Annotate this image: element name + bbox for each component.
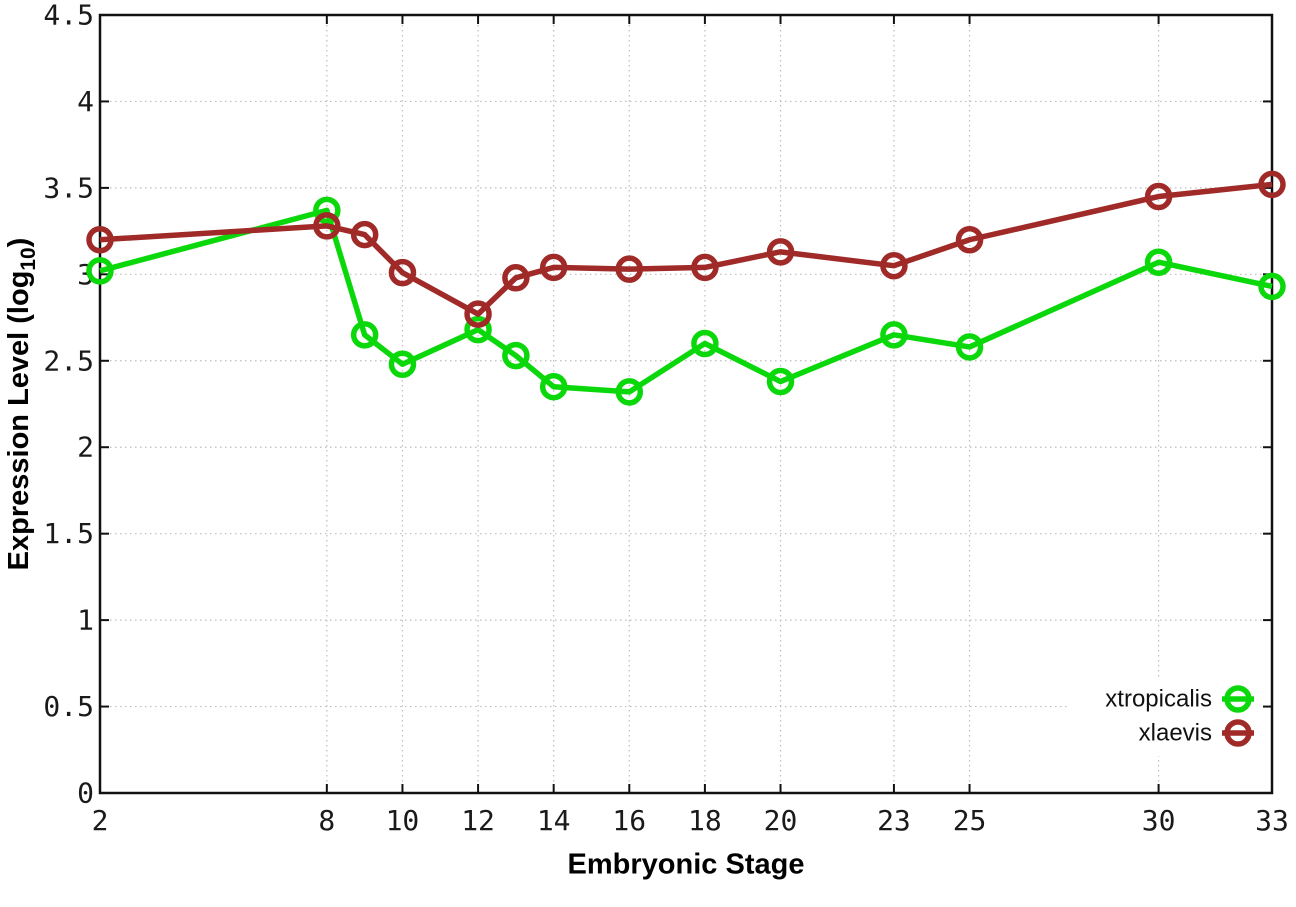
x-tick-label-30: 30 xyxy=(1142,804,1176,837)
x-axis-title: Embryonic Stage xyxy=(567,848,805,881)
legend-marker-xlaevis xyxy=(1224,719,1252,747)
y-tick-label-4.5: 4.5 xyxy=(43,0,94,32)
y-tick-label-1: 1 xyxy=(77,604,94,637)
marker-xlaevis-2 xyxy=(86,226,114,254)
y-axis-title-text: Expression Level (log xyxy=(3,270,36,571)
marker-xtropicalis-14 xyxy=(539,372,568,401)
y-tick-label-2: 2 xyxy=(77,431,94,464)
x-tick-label-2: 2 xyxy=(92,804,109,837)
y-tick-label-2.5: 2.5 xyxy=(43,344,94,377)
marker-xtropicalis-33 xyxy=(1258,272,1286,301)
y-axis-title-suffix: ) xyxy=(3,237,36,248)
y-axis-title: Expression Level (log10) xyxy=(3,238,41,571)
marker-xlaevis-8 xyxy=(313,212,341,240)
marker-xtropicalis-18 xyxy=(691,329,719,358)
x-tick-label-20: 20 xyxy=(764,804,798,837)
y-tick-label-4: 4 xyxy=(77,85,94,118)
marker-xlaevis-20 xyxy=(766,238,795,266)
marker-xlaevis-30 xyxy=(1144,182,1173,211)
marker-xlaevis-10 xyxy=(388,258,417,287)
x-tick-label-12: 12 xyxy=(461,804,495,837)
marker-xtropicalis-12 xyxy=(464,315,492,344)
x-tick-label-25: 25 xyxy=(953,804,987,837)
y-tick-label-1.5: 1.5 xyxy=(43,517,94,550)
series-line-xtropicalis xyxy=(99,207,1273,395)
x-tick-label-10: 10 xyxy=(386,804,420,837)
x-tick-label-18: 18 xyxy=(688,804,722,837)
series-line-xlaevis xyxy=(99,181,1273,317)
y-tick-label-0.5: 0.5 xyxy=(43,690,94,723)
y-tick-label-3.5: 3.5 xyxy=(43,171,94,204)
marker-xlaevis-14 xyxy=(539,253,568,282)
marker-xlaevis-23 xyxy=(880,251,908,280)
x-tick-label-33: 33 xyxy=(1255,804,1289,837)
marker-xlaevis-33 xyxy=(1258,170,1286,199)
marker-xtropicalis-30 xyxy=(1144,248,1173,276)
legend-label-xtropicalis: xtropicalis xyxy=(1105,686,1212,713)
x-tick-label-23: 23 xyxy=(877,804,911,837)
marker-xtropicalis-20 xyxy=(766,367,795,396)
marker-xtropicalis-23 xyxy=(880,321,908,349)
marker-xtropicalis-13 xyxy=(502,341,530,370)
y-tick-label-0: 0 xyxy=(77,777,94,810)
x-tick-label-14: 14 xyxy=(537,804,571,837)
marker-xtropicalis-16 xyxy=(615,378,644,406)
marker-xlaevis-12 xyxy=(464,300,492,328)
marker-xlaevis-9 xyxy=(350,220,379,249)
marker-xlaevis-25 xyxy=(955,226,984,254)
legend-marker-xtropicalis xyxy=(1224,685,1252,713)
x-tick-label-8: 8 xyxy=(318,804,335,837)
marker-xtropicalis-25 xyxy=(955,333,984,361)
marker-xtropicalis-8 xyxy=(313,196,341,225)
marker-xtropicalis-2 xyxy=(86,257,114,285)
y-axis-title-subscript: 10 xyxy=(16,247,40,271)
marker-xlaevis-13 xyxy=(502,264,530,292)
legend-label-xlaevis: xlaevis xyxy=(1139,720,1212,747)
marker-xtropicalis-10 xyxy=(388,350,417,378)
x-tick-label-16: 16 xyxy=(612,804,646,837)
marker-xlaevis-18 xyxy=(691,253,719,282)
marker-xtropicalis-9 xyxy=(350,321,379,349)
marker-xlaevis-16 xyxy=(615,255,644,283)
plot-border xyxy=(98,13,1274,795)
